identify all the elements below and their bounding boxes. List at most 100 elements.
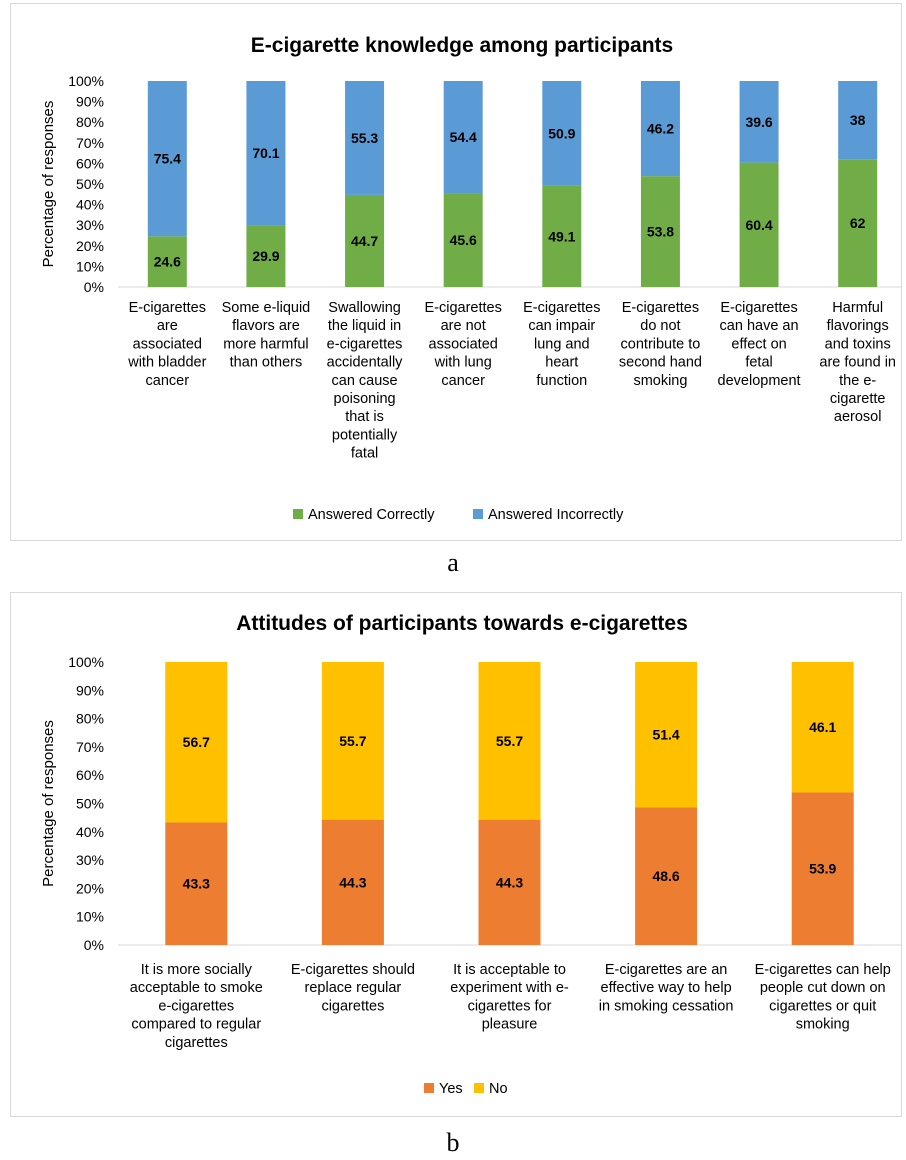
- data-label: 53.9: [809, 861, 836, 877]
- y-tick-label: 90%: [76, 94, 104, 110]
- data-label: 29.9: [252, 248, 279, 264]
- x-tick-label: cancer: [146, 373, 190, 389]
- x-tick-label: second hand: [619, 355, 702, 371]
- data-label: 70.1: [252, 145, 279, 161]
- legend-swatch-answered-correctly: [293, 509, 303, 519]
- data-label: 43.3: [183, 876, 210, 892]
- x-tick-label: potentially: [332, 427, 398, 443]
- x-tick-label: Some e-liquid: [222, 300, 311, 316]
- bar-no: [165, 662, 228, 823]
- x-tick-label: do not: [640, 318, 680, 334]
- x-tick-label: the liquid in: [328, 318, 401, 334]
- y-tick-label: 20%: [76, 238, 104, 254]
- x-tick-label: the e-: [839, 373, 876, 389]
- bar-no: [478, 662, 541, 820]
- y-tick-label: 100%: [68, 73, 104, 89]
- y-tick-label: 0%: [84, 279, 104, 295]
- x-tick-label: are found in: [819, 355, 896, 371]
- bar-answered-correctly: [542, 185, 582, 287]
- x-tick-label: and toxins: [825, 336, 891, 352]
- x-tick-label: smoking: [633, 373, 687, 389]
- bar-yes: [791, 792, 854, 945]
- x-tick-label: fetal: [745, 355, 772, 371]
- bar-yes: [635, 807, 698, 945]
- x-tick-label: cigarettes or quit: [769, 998, 876, 1014]
- data-label: 54.4: [450, 129, 477, 145]
- legend-swatch-yes: [424, 1083, 434, 1093]
- x-tick-label: fatal: [351, 446, 378, 462]
- x-tick-label: are: [157, 318, 178, 334]
- x-tick-label: Harmful: [832, 300, 883, 316]
- chart-panel-b: Attitudes of participants towards e-ciga…: [10, 592, 902, 1117]
- y-tick-label: 100%: [68, 654, 104, 670]
- x-tick-label: function: [536, 373, 587, 389]
- data-label: 24.6: [154, 254, 181, 270]
- data-label: 55.7: [339, 733, 366, 749]
- x-tick-label: cancer: [441, 373, 485, 389]
- x-tick-label: cigarettes: [321, 998, 384, 1014]
- x-tick-label: with bladder: [127, 355, 206, 371]
- bar-answered-incorrectly: [246, 81, 286, 226]
- bar-answered-correctly: [443, 193, 483, 287]
- bar-answered-correctly: [345, 194, 385, 287]
- chart-panel-a: E-cigarette knowledge among participants…: [10, 3, 902, 541]
- y-tick-label: 50%: [76, 176, 104, 192]
- y-tick-label: 60%: [76, 155, 104, 171]
- x-tick-label: replace regular: [305, 980, 402, 996]
- bar-answered-incorrectly: [640, 81, 680, 177]
- x-tick-label: contribute to: [621, 336, 701, 352]
- y-tick-label: 40%: [76, 824, 104, 840]
- bar-answered-correctly: [640, 176, 680, 287]
- data-label: 39.6: [745, 114, 772, 130]
- y-tick-label: 80%: [76, 114, 104, 130]
- data-label: 46.2: [647, 121, 674, 137]
- x-tick-label: accidentally: [327, 355, 404, 371]
- x-tick-label: aerosol: [834, 409, 882, 425]
- legend-label: Answered Correctly: [308, 507, 435, 523]
- data-label: 62: [850, 215, 866, 231]
- x-tick-label: development: [718, 373, 801, 389]
- x-tick-label: cigarette: [830, 391, 886, 407]
- x-tick-label: can impair: [528, 318, 595, 334]
- bar-yes: [478, 819, 541, 945]
- chart-title: Attitudes of participants towards e-ciga…: [236, 612, 688, 635]
- data-label: 48.6: [652, 868, 679, 884]
- x-tick-label: in smoking cessation: [599, 998, 734, 1014]
- y-tick-label: 40%: [76, 197, 104, 213]
- data-label: 46.1: [809, 719, 836, 735]
- x-tick-label: E-cigarettes should: [291, 962, 415, 978]
- bar-answered-incorrectly: [542, 81, 582, 186]
- bar-yes: [165, 822, 228, 945]
- x-tick-label: smoking: [796, 1017, 850, 1033]
- data-label: 44.3: [339, 874, 366, 890]
- x-tick-label: E-cigarettes: [720, 300, 797, 316]
- x-tick-label: E-cigarettes can help: [755, 962, 891, 978]
- data-label: 56.7: [183, 734, 210, 750]
- x-tick-label: Swallowing: [328, 300, 401, 316]
- bar-no: [791, 662, 854, 793]
- bar-yes: [321, 819, 384, 945]
- x-tick-label: acceptable to smoke: [130, 980, 263, 996]
- x-tick-label: e-cigarettes: [158, 998, 234, 1014]
- y-tick-label: 80%: [76, 711, 104, 727]
- x-tick-label: cigarettes: [165, 1035, 228, 1051]
- x-tick-label: pleasure: [482, 1017, 538, 1033]
- data-label: 55.3: [351, 130, 378, 146]
- x-tick-label: can cause: [332, 373, 398, 389]
- data-label: 75.4: [154, 151, 181, 167]
- x-tick-label: more harmful: [223, 336, 308, 352]
- y-tick-label: 70%: [76, 739, 104, 755]
- x-tick-label: associated: [133, 336, 202, 352]
- data-label: 49.1: [548, 228, 575, 244]
- x-tick-label: It is more socially: [141, 962, 253, 978]
- y-tick-label: 30%: [76, 852, 104, 868]
- data-label: 44.7: [351, 233, 378, 249]
- bar-answered-incorrectly: [739, 81, 779, 163]
- x-tick-label: It is acceptable to: [453, 962, 566, 978]
- y-axis-label: Percentage of responses: [40, 101, 57, 268]
- y-axis-label: Percentage of responses: [40, 720, 57, 887]
- x-tick-label: than others: [230, 355, 303, 371]
- x-tick-label: E-cigarettes: [523, 300, 600, 316]
- y-tick-label: 0%: [84, 937, 104, 953]
- bar-answered-correctly: [246, 225, 286, 287]
